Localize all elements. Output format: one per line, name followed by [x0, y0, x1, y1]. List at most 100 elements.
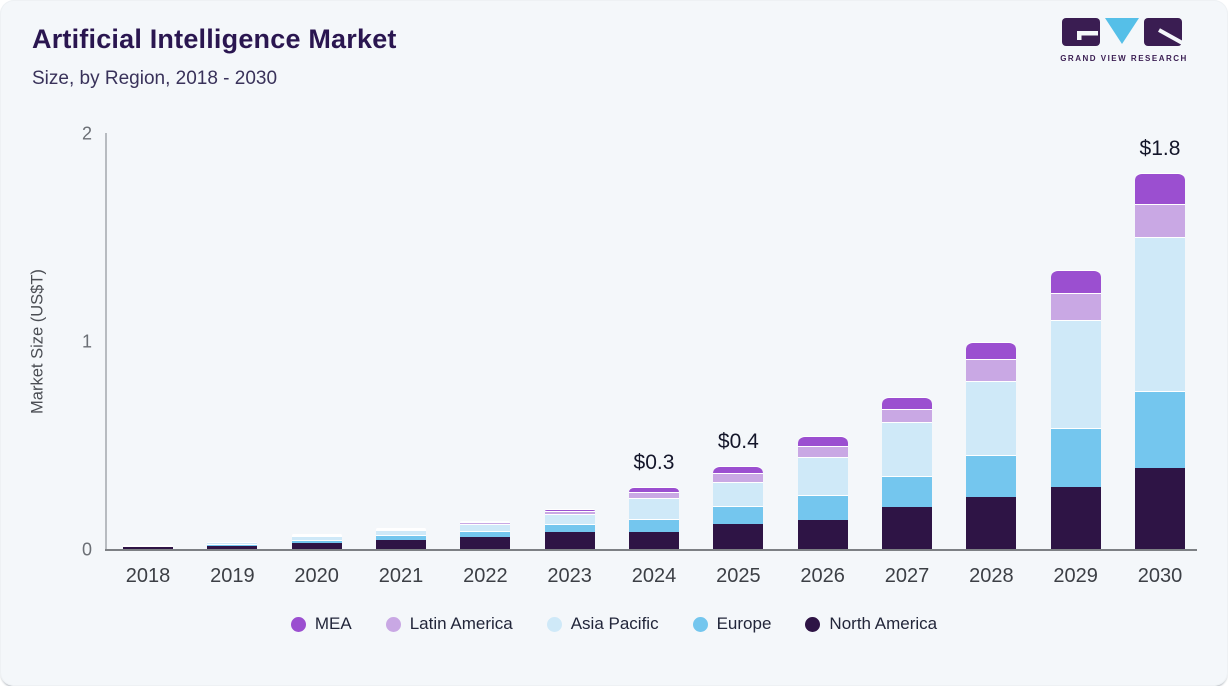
bar-segment-2023-latin-america — [544, 511, 595, 514]
bar-value-label-2030: $1.8 — [1139, 136, 1181, 160]
bar-segment-2021-asia-pacific — [375, 530, 426, 536]
bar-segment-2023-north-america — [544, 532, 595, 549]
bar-segment-2024-asia-pacific — [628, 498, 679, 519]
legend-label: Europe — [716, 614, 772, 633]
x-tick-label-2028: 2028 — [969, 565, 1014, 587]
bar-segment-2019-north-america — [207, 545, 258, 549]
bar-segment-2024-europe — [628, 518, 679, 532]
bar-segment-2021-north-america — [375, 539, 426, 549]
x-tick-label-2019: 2019 — [210, 565, 255, 587]
bar-segment-2030-europe — [1134, 390, 1185, 468]
x-tick-label-2024: 2024 — [631, 565, 677, 587]
bar-segment-2023-mea — [544, 509, 595, 512]
bar-segment-2022-europe — [460, 530, 511, 537]
x-tick-label-2021: 2021 — [378, 565, 424, 587]
bar-segment-2021-mea — [375, 528, 426, 530]
x-tick-label-2018: 2018 — [125, 565, 171, 587]
gvr-logo-icon: GRAND VIEW RESEARCH — [1060, 18, 1188, 63]
bar-segment-2027-north-america — [881, 507, 932, 549]
bar-segment-2020-latin-america — [291, 535, 342, 537]
bar-segment-2029-latin-america — [1050, 293, 1101, 321]
bar-segment-2024-mea — [628, 486, 679, 492]
page-title: Artificial Intelligence Market — [32, 24, 397, 54]
bar-segment-2020-mea — [291, 534, 342, 536]
y-axis-line — [105, 133, 107, 550]
bar-segment-2019-mea — [207, 541, 258, 543]
bar-segment-2029-mea — [1050, 270, 1101, 294]
x-tick-label-2025: 2025 — [716, 565, 761, 587]
bar-segment-2018-north-america — [123, 546, 173, 549]
x-tick-label-2030: 2030 — [1137, 565, 1183, 587]
bar-segment-2018-mea — [123, 544, 173, 546]
legend-item-mea: MEA — [290, 614, 352, 634]
bar-segment-2018-europe — [123, 546, 173, 548]
bar-segment-2027-asia-pacific — [881, 422, 932, 477]
bar-segment-2027-mea — [881, 397, 932, 409]
bar-segment-2021-europe — [375, 535, 426, 540]
legend-label: North America — [829, 614, 938, 633]
bar-segment-2021-latin-america — [375, 529, 426, 531]
bar-segment-2023-asia-pacific — [544, 513, 595, 525]
bar-segment-2026-asia-pacific — [797, 457, 848, 495]
bar-value-label-2025: $0.4 — [717, 430, 759, 454]
bar-segment-2028-north-america — [966, 497, 1017, 549]
bar-segment-2030-latin-america — [1134, 203, 1185, 237]
x-axis-line — [105, 549, 1197, 551]
page-subtitle: Size, by Region, 2018 - 2030 — [32, 68, 278, 89]
x-tick-label-2023: 2023 — [547, 565, 592, 587]
x-tick-label-2022: 2022 — [463, 565, 508, 587]
y-axis-title: Market Size (US$T) — [28, 269, 47, 414]
legend-dot-mea — [290, 616, 306, 632]
bar-segment-2022-mea — [460, 520, 511, 523]
bar-segment-2029-europe — [1050, 428, 1101, 487]
bar-segment-2020-north-america — [291, 542, 342, 549]
bar-segment-2025-mea — [713, 466, 764, 474]
legend-dot-asia-pacific — [546, 616, 562, 632]
bar-segment-2028-latin-america — [966, 358, 1017, 381]
bar-segment-2024-latin-america — [628, 491, 679, 499]
bar-segment-2029-asia-pacific — [1050, 320, 1101, 429]
bar-segment-2026-north-america — [797, 519, 848, 549]
bar-segment-2029-north-america — [1050, 486, 1101, 549]
x-tick-label-2029: 2029 — [1053, 565, 1098, 587]
bar-segment-2025-latin-america — [713, 473, 764, 482]
legend-dot-north-america — [805, 616, 821, 632]
x-tick-label-2027: 2027 — [884, 565, 930, 587]
bar-segment-2025-north-america — [713, 524, 764, 549]
bar-segment-2025-europe — [713, 505, 764, 525]
chart-legend: MEA Latin America Asia Pacific Europe North … — [0, 614, 1228, 634]
legend-dot-latin-america — [385, 616, 401, 632]
bar-segment-2022-latin-america — [460, 522, 511, 525]
legend-item-asia-pacific: Asia Pacific — [546, 614, 659, 634]
bar-segment-2022-asia-pacific — [460, 524, 511, 531]
bar-segment-2030-north-america — [1134, 467, 1185, 549]
bar-segment-2020-europe — [291, 540, 342, 543]
bar-segment-2030-asia-pacific — [1134, 237, 1185, 391]
x-tick-label-2026: 2026 — [800, 565, 845, 587]
bar-segment-2026-mea — [797, 435, 848, 447]
bar-segment-2022-north-america — [460, 536, 511, 549]
legend-item-north-america: North America — [805, 614, 937, 634]
bar-segment-2019-europe — [207, 544, 258, 546]
bar-segment-2024-north-america — [628, 531, 679, 549]
bar-segment-2027-europe — [881, 476, 932, 508]
bar-value-label-2024: $0.3 — [633, 450, 675, 474]
bar-segment-2028-asia-pacific — [966, 380, 1017, 456]
bar-segment-2025-asia-pacific — [713, 481, 764, 506]
bar-segment-2023-europe — [544, 524, 595, 533]
gvr-logo-text: GRAND VIEW RESEARCH — [1060, 54, 1188, 63]
legend-label: Asia Pacific — [570, 614, 659, 633]
bar-segment-2026-latin-america — [797, 446, 848, 458]
legend-label: MEA — [314, 614, 352, 633]
y-tick-label-0: 0 — [81, 539, 92, 560]
bar-segment-2030-mea — [1134, 172, 1185, 204]
bar-segment-2028-europe — [966, 455, 1017, 497]
bar-segment-2020-asia-pacific — [291, 536, 342, 541]
legend-label: Latin America — [409, 614, 513, 633]
x-tick-label-2020: 2020 — [294, 565, 339, 587]
legend-item-europe: Europe — [692, 614, 772, 634]
legend-dot-europe — [692, 616, 708, 632]
y-tick-label-1: 1 — [81, 331, 92, 352]
